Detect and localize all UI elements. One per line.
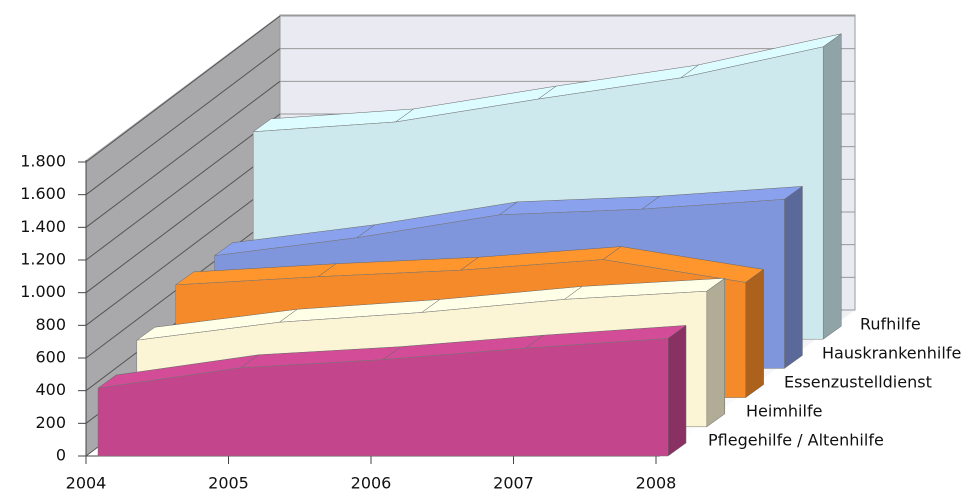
y-tick-label: 1.200 <box>20 250 66 269</box>
y-tick-label: 200 <box>35 413 66 432</box>
grid-line <box>85 113 281 261</box>
series-label: Pflegehilfe / Altenhilfe <box>708 431 884 450</box>
y-tick-label: 1.600 <box>20 184 66 203</box>
series-label: Essenzustelldienst <box>784 373 932 392</box>
y-tick-label: 1.800 <box>20 152 66 171</box>
area <box>97 338 669 457</box>
series-label: Heimhilfe <box>746 402 822 421</box>
y-tick-label: 1.400 <box>20 217 66 236</box>
y-tick-label: 400 <box>35 380 66 399</box>
series-label: Hauskrankenhilfe <box>822 344 961 363</box>
grid-line <box>85 80 281 228</box>
series-label: Rufhilfe <box>860 315 921 334</box>
grid-line <box>85 178 281 326</box>
area-side <box>822 33 842 340</box>
x-tick-label: 2007 <box>493 474 534 493</box>
y-tick-label: 600 <box>35 348 66 367</box>
area-side <box>745 268 764 399</box>
area-side <box>784 185 803 369</box>
grid-line <box>85 146 281 294</box>
y-tick-label: 0 <box>56 446 66 465</box>
area-side <box>667 324 687 457</box>
y-tick-label: 1.000 <box>20 282 66 301</box>
y-tick-label: 800 <box>35 315 66 334</box>
x-tick-label: 2005 <box>208 474 249 493</box>
area-side <box>706 277 726 428</box>
grid-line <box>85 15 281 163</box>
x-tick-label: 2006 <box>351 474 392 493</box>
x-tick-label: 2008 <box>636 474 677 493</box>
x-tick-label: 2004 <box>66 474 107 493</box>
grid-line <box>85 48 281 196</box>
